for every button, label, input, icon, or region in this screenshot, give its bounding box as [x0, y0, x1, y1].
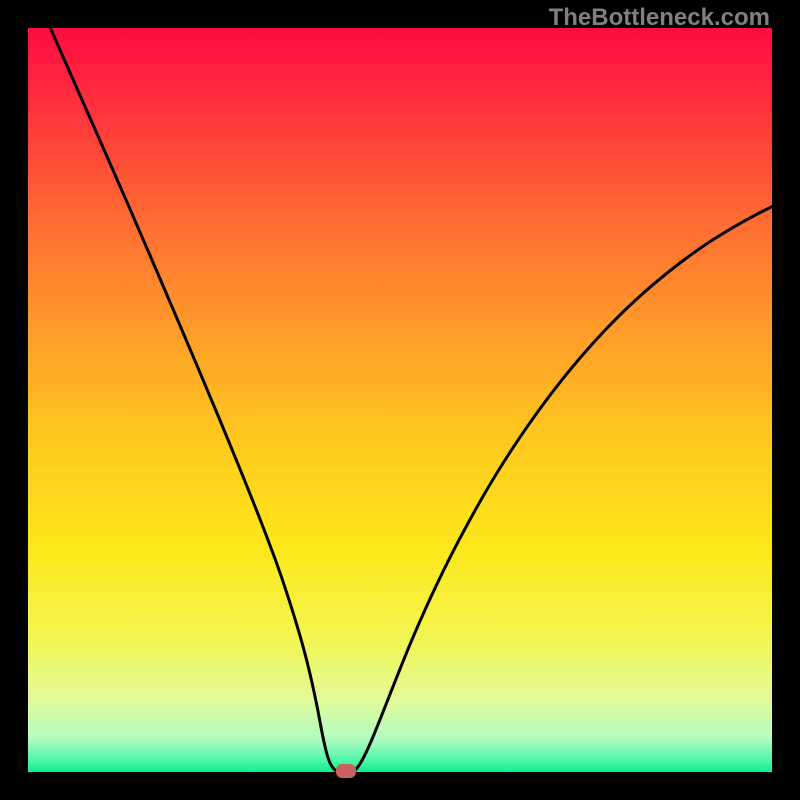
gradient-background	[28, 28, 772, 772]
plot-area	[28, 28, 772, 772]
optimum-marker	[336, 764, 356, 778]
outer-frame: TheBottleneck.com	[0, 0, 800, 800]
watermark-text: TheBottleneck.com	[549, 4, 770, 32]
